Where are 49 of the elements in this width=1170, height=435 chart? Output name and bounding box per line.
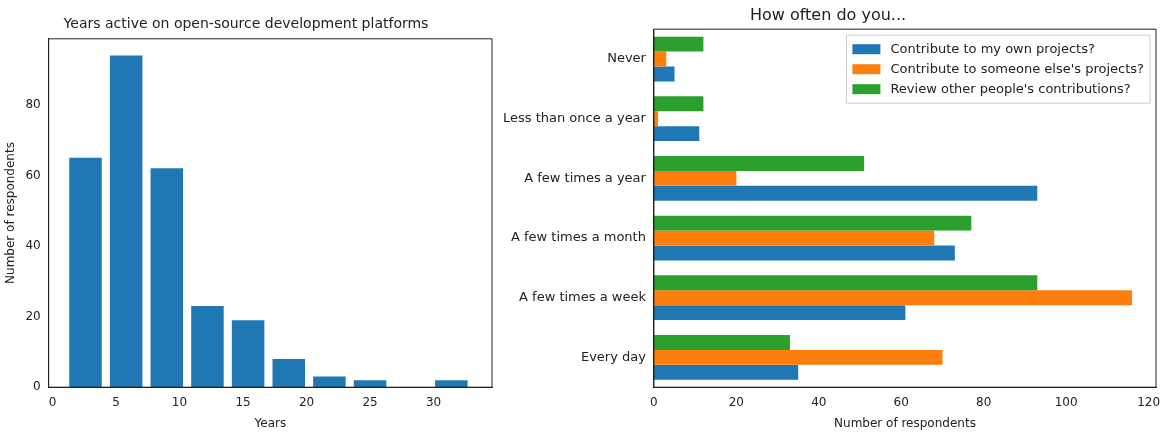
y-tick-label: Never — [607, 50, 647, 66]
bar — [653, 334, 790, 350]
y-tick-label: 80 — [25, 96, 41, 111]
x-tick-label: 0 — [48, 394, 57, 409]
y-tick-label: Less than once a year — [503, 110, 647, 126]
x-tick-label: 80 — [976, 394, 992, 409]
bar — [653, 96, 704, 112]
x-tick-label: 25 — [362, 394, 378, 409]
chart-title: How often do you... — [749, 4, 907, 24]
chart-title: Years active on open-source development platforms — [62, 15, 429, 32]
x-tick-label: 0 — [650, 394, 658, 409]
x-tick-label: 5 — [112, 394, 120, 409]
x-axis-title: Years — [253, 415, 287, 430]
legend-label: Contribute to someone else's projects? — [890, 60, 1144, 76]
bar — [653, 155, 865, 171]
x-tick-label: 30 — [425, 394, 442, 409]
y-tick-label: A few times a year — [524, 169, 647, 185]
bar — [653, 275, 1038, 291]
bar — [653, 364, 799, 380]
bar — [653, 126, 700, 142]
bar — [653, 185, 1038, 201]
legend-label: Contribute to my own projects? — [890, 40, 1095, 56]
x-tick-label: 40 — [811, 394, 827, 409]
x-tick-label: 60 — [893, 394, 909, 409]
bar — [653, 305, 906, 321]
x-tick-label: 10 — [171, 394, 188, 409]
legend-label: Review other people's contributions? — [890, 80, 1131, 96]
y-tick-label: A few times a week — [519, 289, 647, 305]
bar — [653, 215, 972, 231]
bar — [653, 245, 955, 261]
y-tick-label: A few times a month — [511, 229, 646, 245]
bar — [653, 290, 1133, 306]
bar — [653, 170, 737, 186]
y-tick-label: 20 — [25, 308, 41, 323]
y-axis-title: Number of respondents — [3, 142, 18, 284]
y-tick-label: 60 — [25, 167, 41, 182]
y-tick-label: 40 — [25, 238, 41, 253]
x-tick-label: 20 — [298, 394, 315, 409]
x-tick-label: 100 — [1054, 394, 1078, 409]
x-tick-label: 120 — [1137, 394, 1161, 409]
bar — [653, 349, 943, 365]
x-tick-label: 15 — [235, 394, 251, 409]
x-axis-title: Number of respondents — [834, 415, 976, 430]
x-tick-label: 20 — [728, 394, 745, 409]
bar — [653, 230, 935, 246]
y-tick-label: 0 — [33, 379, 41, 394]
y-tick-label: Every day — [580, 348, 647, 364]
bar — [653, 36, 704, 52]
bar — [653, 66, 675, 82]
